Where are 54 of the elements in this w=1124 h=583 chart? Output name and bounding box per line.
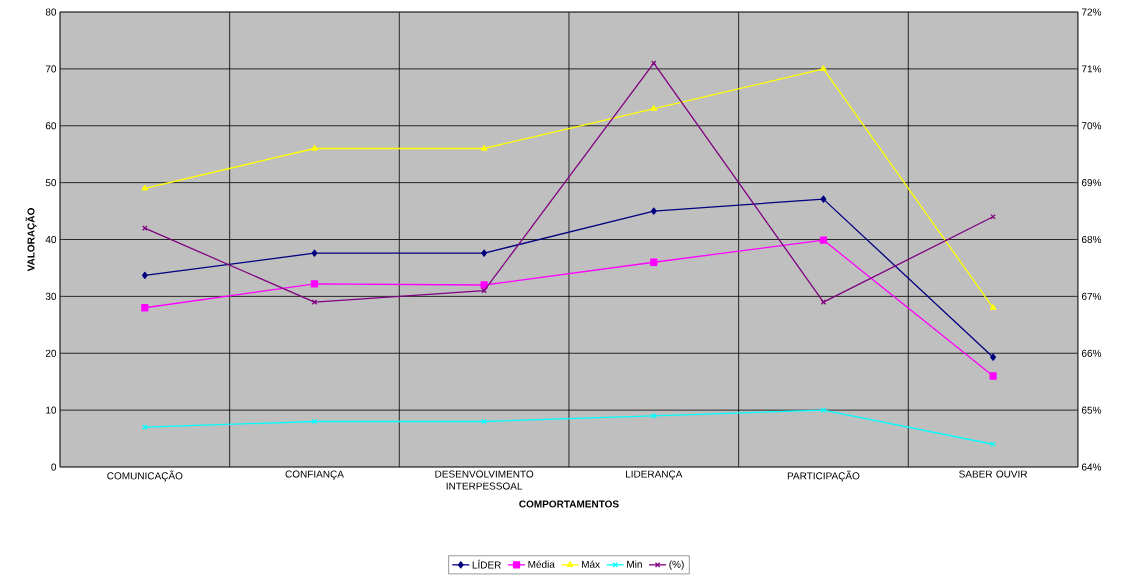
y2-tick-label: 72%	[1081, 8, 1102, 16]
x-tick-label: CONFIANÇA	[285, 470, 344, 480]
point	[480, 281, 488, 289]
point	[481, 287, 487, 294]
y2-tick-label: 67%	[1081, 292, 1102, 300]
y-tick-label: 0	[51, 463, 57, 471]
x-tick-label: SABER OUVIR	[959, 470, 1028, 478]
y2-tick-label: 68%	[1081, 235, 1102, 244]
x-axis-title: COMPORTAMENTOS	[519, 500, 619, 508]
point	[481, 249, 488, 257]
y-tick-label: 30	[45, 292, 57, 300]
x-tick-label: COMUNICAÇÃO	[107, 470, 183, 482]
point	[481, 418, 487, 425]
point	[480, 144, 488, 151]
y2-tick-label: 66%	[1081, 349, 1102, 357]
x-tick-label: DESENVOLVIMENTO INTERPESSOAL	[435, 470, 534, 490]
point	[310, 280, 319, 288]
y2-tick-label: 70%	[1081, 122, 1102, 130]
point	[989, 372, 997, 380]
y-tick-label: 40	[45, 235, 57, 244]
legend-label: Média	[528, 560, 555, 568]
y2-tick-label: 71%	[1081, 65, 1102, 73]
point	[311, 249, 318, 257]
point	[650, 258, 658, 266]
y-tick-label: 20	[45, 349, 57, 357]
point	[820, 299, 827, 305]
point	[141, 304, 149, 312]
point	[819, 236, 828, 244]
y-tick-label: 10	[46, 406, 57, 414]
legend-label: (%)	[669, 560, 684, 570]
y2-tick-label: 65%	[1081, 406, 1102, 414]
y-tick-label: 60	[45, 122, 57, 130]
y-tick-label: 80	[45, 8, 57, 16]
point	[311, 144, 318, 151]
y-tick-label: 70	[45, 65, 57, 73]
y-axis-title: VALORAÇÃO	[25, 208, 37, 272]
point	[820, 65, 827, 72]
point	[820, 407, 827, 413]
y2-tick-label: 69%	[1081, 179, 1102, 187]
point	[141, 184, 149, 191]
point	[650, 207, 657, 215]
legend-label: Máx	[582, 560, 600, 568]
point	[311, 299, 318, 305]
point	[989, 304, 997, 310]
legend-label: Min	[627, 560, 642, 568]
x-tick-label: PARTICIPAÇÃO	[787, 470, 860, 482]
point	[990, 353, 996, 361]
point	[820, 195, 827, 203]
point	[650, 105, 658, 111]
point	[141, 271, 148, 279]
y-tick-label: 50	[45, 179, 57, 187]
y2-tick-label: 64%	[1081, 463, 1102, 471]
x-tick-label: LIDERANÇA	[626, 470, 683, 480]
legend-label: LÍDER	[472, 559, 501, 569]
